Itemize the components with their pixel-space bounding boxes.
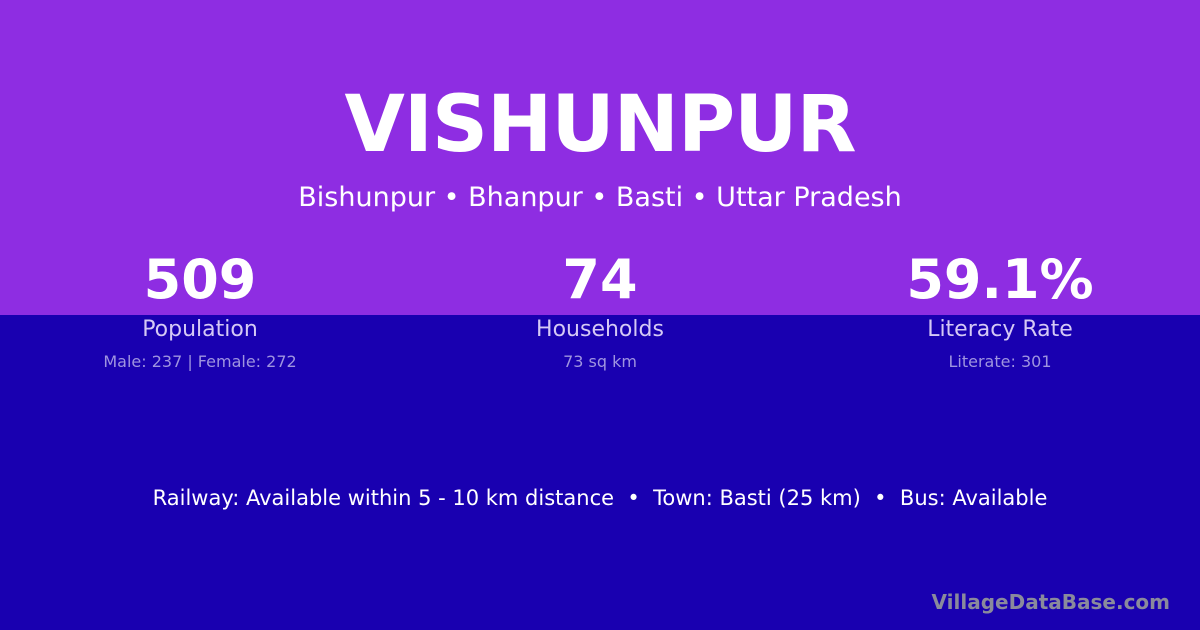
- location-breadcrumb: Bishunpur • Bhanpur • Basti • Uttar Prad…: [298, 182, 902, 213]
- stat-value: 509: [143, 248, 257, 311]
- stat-label: Households: [536, 317, 664, 342]
- stat-literacy: 59.1% Literacy Rate Literate: 301: [800, 248, 1200, 371]
- stat-detail: Literate: 301: [948, 352, 1052, 371]
- stat-label: Literacy Rate: [927, 317, 1073, 342]
- brand-watermark: VillageDataBase.com: [931, 590, 1170, 614]
- stat-value: 74: [562, 248, 638, 311]
- connectivity-info: Railway: Available within 5 - 10 km dist…: [152, 486, 1048, 510]
- stat-detail: 73 sq km: [563, 352, 637, 371]
- stat-population: 509 Population Male: 237 | Female: 272: [0, 248, 400, 371]
- village-title: VISHUNPUR: [344, 80, 856, 170]
- stat-households: 74 Households 73 sq km: [400, 248, 800, 371]
- stat-detail: Male: 237 | Female: 272: [103, 352, 297, 371]
- header-band: [0, 0, 1200, 315]
- stat-value: 59.1%: [906, 248, 1094, 311]
- stat-label: Population: [142, 317, 258, 342]
